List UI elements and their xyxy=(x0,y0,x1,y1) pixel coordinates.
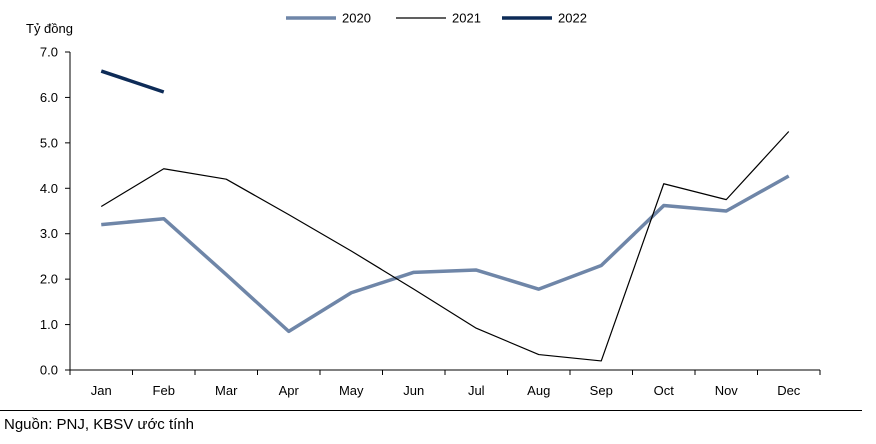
data-point-2020 xyxy=(663,204,665,206)
data-point-2021 xyxy=(100,205,102,207)
y-tick-label: 4.0 xyxy=(40,181,58,196)
data-point-2021 xyxy=(788,130,790,132)
data-point-2021 xyxy=(663,183,665,185)
data-point-2020 xyxy=(475,269,477,271)
data-point-2021 xyxy=(163,168,165,170)
y-tick-label: 7.0 xyxy=(40,45,58,60)
source-divider xyxy=(0,410,862,411)
x-tick-label: Jan xyxy=(91,383,112,398)
data-point-2020 xyxy=(100,223,102,225)
x-tick-label: Nov xyxy=(715,383,739,398)
x-tick-label: Jul xyxy=(468,383,485,398)
data-point-2022 xyxy=(163,91,165,93)
legend-label-2021: 2021 xyxy=(452,11,481,26)
data-point-2022 xyxy=(100,70,102,72)
data-point-2021 xyxy=(413,288,415,290)
data-point-2021 xyxy=(725,198,727,200)
data-point-2020 xyxy=(350,292,352,294)
x-tick-label: Mar xyxy=(215,383,238,398)
data-point-2020 xyxy=(725,210,727,212)
x-tick-label: Apr xyxy=(279,383,300,398)
legend: 2020 2021 2022 xyxy=(286,11,587,26)
data-point-2020 xyxy=(600,264,602,266)
legend-label-2022: 2022 xyxy=(558,11,587,26)
data-point-2021 xyxy=(350,250,352,252)
series-line-2022 xyxy=(100,69,165,94)
y-axis-unit-label: Tỷ đồng xyxy=(26,21,73,36)
data-point-2020 xyxy=(413,271,415,273)
y-tick-label: 2.0 xyxy=(40,272,58,287)
x-tick-label: Jun xyxy=(403,383,424,398)
x-tick-label: Feb xyxy=(153,383,175,398)
source-note: Nguồn: PNJ, KBSV ước tính xyxy=(4,416,194,433)
x-tick-label: Oct xyxy=(654,383,675,398)
data-point-2020 xyxy=(225,273,227,275)
y-tick-label: 0.0 xyxy=(40,363,58,378)
data-point-2021 xyxy=(600,360,602,362)
axes: 0.0 1.0 2.0 3.0 4.0 5.0 6.0 7.0 Jan Feb Mar Apr May J… xyxy=(40,45,821,398)
y-tick-label: 6.0 xyxy=(40,90,58,105)
data-point-2021 xyxy=(475,327,477,329)
data-point-2020 xyxy=(288,330,290,332)
data-point-2020 xyxy=(163,218,165,220)
data-point-2021 xyxy=(225,178,227,180)
data-point-2021 xyxy=(288,213,290,215)
x-tick-label: Dec xyxy=(777,383,801,398)
data-point-2021 xyxy=(538,353,540,355)
legend-label-2020: 2020 xyxy=(342,11,371,26)
x-tick-label: May xyxy=(339,383,364,398)
y-tick-label: 1.0 xyxy=(40,317,58,332)
series-line-2021 xyxy=(100,131,790,362)
x-tick-label: Aug xyxy=(527,383,550,398)
line-chart: Tỷ đồng 2020 2021 2022 0.0 1.0 2.0 3.0 4.0 5.0 6… xyxy=(26,11,821,398)
data-point-2020 xyxy=(788,175,790,177)
x-tick-label: Sep xyxy=(590,383,613,398)
y-tick-label: 5.0 xyxy=(40,135,58,150)
series-layer xyxy=(100,69,790,362)
y-tick-label: 3.0 xyxy=(40,226,58,241)
data-point-2020 xyxy=(538,288,540,290)
series-line-2020 xyxy=(101,174,790,334)
